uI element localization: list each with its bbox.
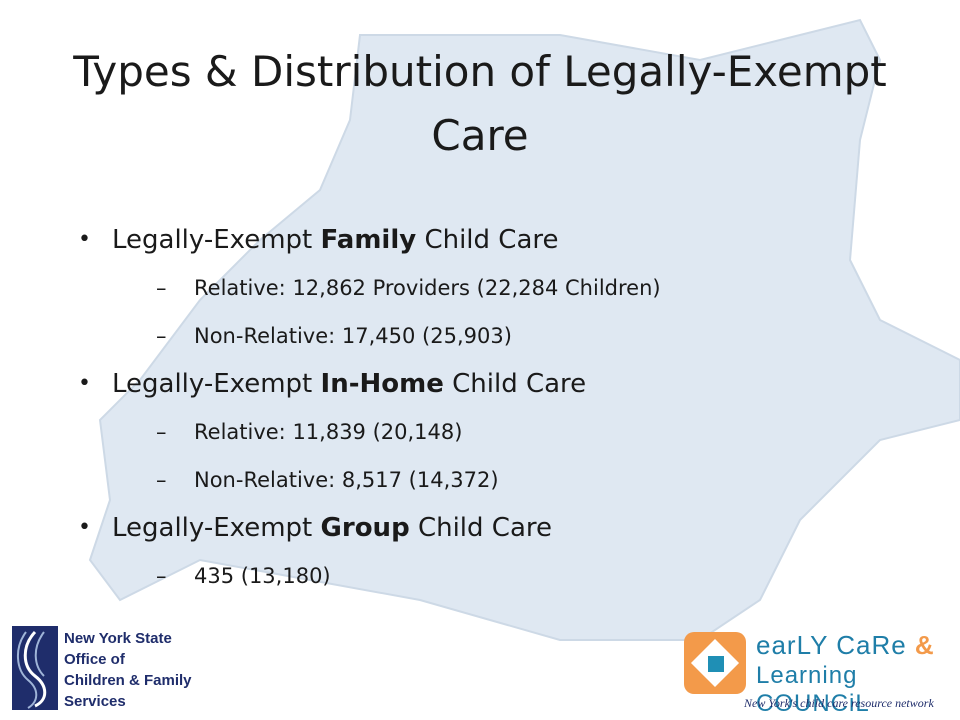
eclc-emblem-icon [684, 632, 746, 694]
eclc-name-line-1: earLY CaRe & [756, 630, 935, 661]
bullet-dot: • [78, 227, 91, 252]
bullet-text-prefix: Legally-Exempt [112, 369, 321, 399]
ocfs-line-4: Services [64, 693, 126, 710]
ocfs-logo: New York State Office of Children & Fami… [12, 626, 212, 716]
sub-item: – Relative: 12,862 Providers (22,284 Chil… [120, 264, 898, 312]
eclc-logo: earLY CaRe & Learning COUNCiL New York's… [680, 628, 950, 717]
bullet-dot: • [78, 515, 91, 540]
ocfs-line-3: Children & Family [64, 672, 192, 689]
bullet-item: • Legally-Exempt Family Child Care – Rela… [78, 216, 898, 360]
dash-marker: – [156, 564, 167, 588]
dash-marker: – [156, 324, 167, 348]
eclc-name-line-2: Learning COUNCiL [756, 662, 870, 717]
bullet-text-suffix: Child Care [443, 369, 587, 399]
bullet-item: • Legally-Exempt Group Child Care – 435 (… [78, 504, 898, 600]
dash-marker: – [156, 420, 167, 444]
dash-marker: – [156, 468, 167, 492]
sub-item-text: 435 (13,180) [194, 564, 331, 588]
bullet-dot: • [78, 371, 91, 396]
bullet-text-bold: Family [320, 225, 417, 255]
sub-list: – Relative: 12,862 Providers (22,284 Chil… [112, 264, 898, 360]
sub-item: – Relative: 11,839 (20,148) [120, 408, 898, 456]
eclc-ampersand: & [914, 630, 935, 660]
eclc-emblem-square [708, 656, 724, 672]
ocfs-logo-text: New York State Office of Children & Fami… [64, 628, 192, 712]
sub-list: – Relative: 11,839 (20,148) – Non-Relative… [112, 408, 898, 504]
bullet-text-suffix: Child Care [409, 513, 553, 543]
ocfs-emblem-icon [12, 626, 58, 710]
slide-title: Types & Distribution of Legally-Exempt C… [73, 47, 887, 160]
bullet-text-prefix: Legally-Exempt [112, 225, 321, 255]
sub-item: – Non-Relative: 17,450 (25,903) [120, 312, 898, 360]
bullet-text-bold: In-Home [320, 369, 444, 399]
ocfs-line-1: New York State [64, 630, 172, 647]
bullet-text-bold: Group [320, 513, 410, 543]
sub-list: – 435 (13,180) [112, 552, 898, 600]
bullet-text-prefix: Legally-Exempt [112, 513, 321, 543]
eclc-word-1: earLY CaRe [756, 630, 907, 660]
sub-item: – Non-Relative: 8,517 (14,372) [120, 456, 898, 504]
sub-item-text: Relative: 11,839 (20,148) [194, 420, 463, 444]
bullet-text-suffix: Child Care [416, 225, 559, 255]
dash-marker: – [156, 276, 167, 300]
sub-item-text: Non-Relative: 17,450 (25,903) [194, 324, 512, 348]
sub-item-text: Relative: 12,862 Providers (22,284 Child… [194, 276, 661, 300]
bullet-item: • Legally-Exempt In-Home Child Care – Rel… [78, 360, 898, 504]
bullet-list: • Legally-Exempt Family Child Care – Rela… [78, 216, 898, 600]
sub-item-text: Non-Relative: 8,517 (14,372) [194, 468, 499, 492]
eclc-tagline: New York's child care resource network [744, 696, 934, 710]
ocfs-line-2: Office of [64, 651, 125, 668]
sub-item: – 435 (13,180) [120, 552, 898, 600]
